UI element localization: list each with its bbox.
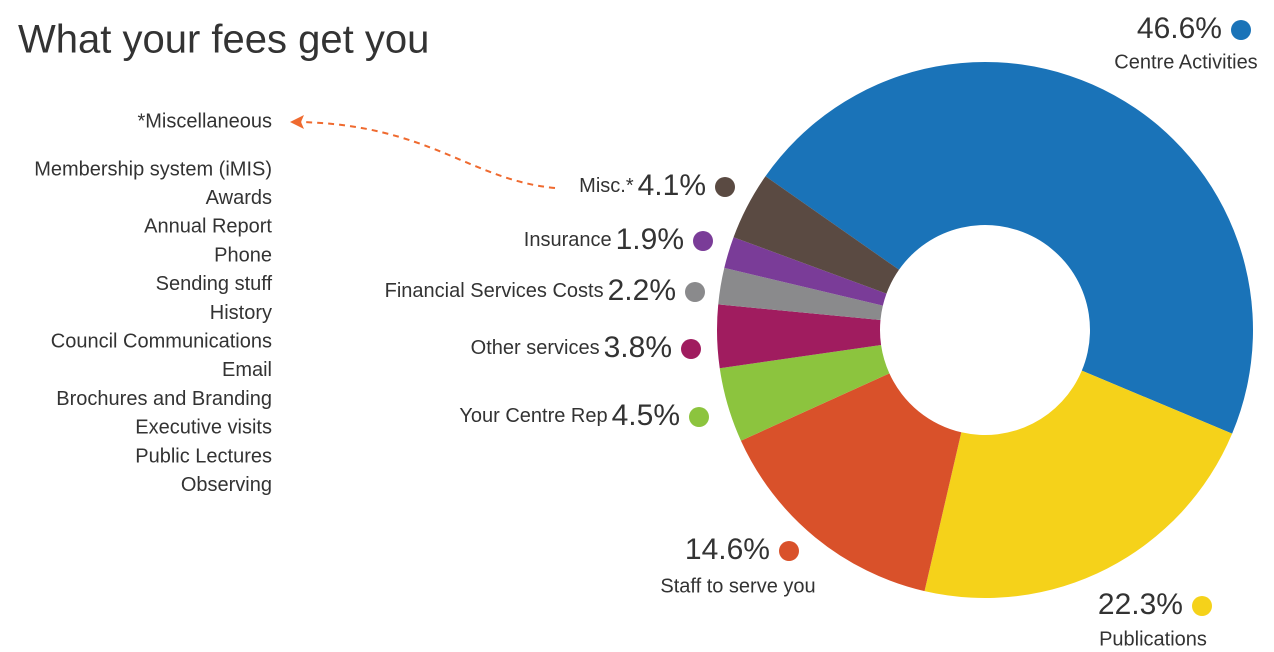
slice	[719, 344, 890, 441]
legend-dot	[1192, 596, 1212, 616]
chart-title: What your fees get you	[18, 18, 429, 62]
category-label: Insurance	[524, 229, 612, 251]
value-label: 46.6%	[1137, 12, 1222, 45]
label: Financial Services Costs 2.2%	[385, 274, 676, 307]
category-label: Your Centre Rep	[459, 405, 607, 427]
misc-item: Council Communications	[51, 330, 272, 352]
misc-item: Phone	[214, 244, 272, 266]
value-label: 14.6%	[685, 533, 770, 566]
legend-dot	[693, 231, 713, 251]
misc-item: History	[210, 302, 272, 324]
value-label: 3.8%	[604, 331, 672, 364]
category-label: Staff to serve you	[660, 575, 815, 597]
misc-item: Annual Report	[144, 216, 272, 238]
legend-dot	[685, 282, 705, 302]
slice	[740, 373, 962, 592]
value-label: 1.9%	[616, 223, 684, 256]
legend-dot	[689, 407, 709, 427]
arrow-head	[290, 115, 304, 129]
misc-item: Awards	[206, 187, 272, 209]
legend-dot	[681, 339, 701, 359]
legend-dot	[1231, 20, 1251, 40]
label: Insurance 1.9%	[524, 223, 684, 256]
misc-item: Sending stuff	[156, 273, 273, 295]
slice	[717, 304, 882, 369]
misc-title: *Miscellaneous	[137, 110, 272, 132]
legend-dot	[715, 177, 735, 197]
legend-dot	[779, 541, 799, 561]
value-label: 2.2%	[608, 274, 676, 307]
value-label: 4.5%	[612, 399, 680, 432]
category-label: Financial Services Costs	[385, 280, 604, 302]
misc-item: Observing	[181, 474, 272, 496]
label: Your Centre Rep 4.5%	[459, 399, 680, 432]
misc-item: Executive visits	[135, 417, 272, 439]
slice	[724, 237, 887, 306]
value-label: 22.3%	[1098, 588, 1183, 621]
slice	[765, 61, 1253, 434]
slice	[733, 176, 899, 294]
category-label: Centre Activities	[1114, 51, 1257, 73]
label: Misc.* 4.1%	[579, 169, 706, 202]
label: Other services 3.8%	[471, 331, 672, 364]
misc-item: Membership system (iMIS)	[34, 158, 272, 180]
value-label: 4.1%	[638, 169, 706, 202]
misc-item: Brochures and Branding	[56, 388, 272, 410]
slice	[718, 267, 883, 320]
misc-item: Email	[222, 359, 272, 381]
category-label: Misc.*	[579, 175, 634, 197]
misc-item: Public Lectures	[135, 445, 272, 467]
category-label: Publications	[1099, 628, 1207, 650]
category-label: Other services	[471, 337, 600, 359]
slice	[924, 370, 1233, 599]
arrow	[299, 121, 556, 189]
